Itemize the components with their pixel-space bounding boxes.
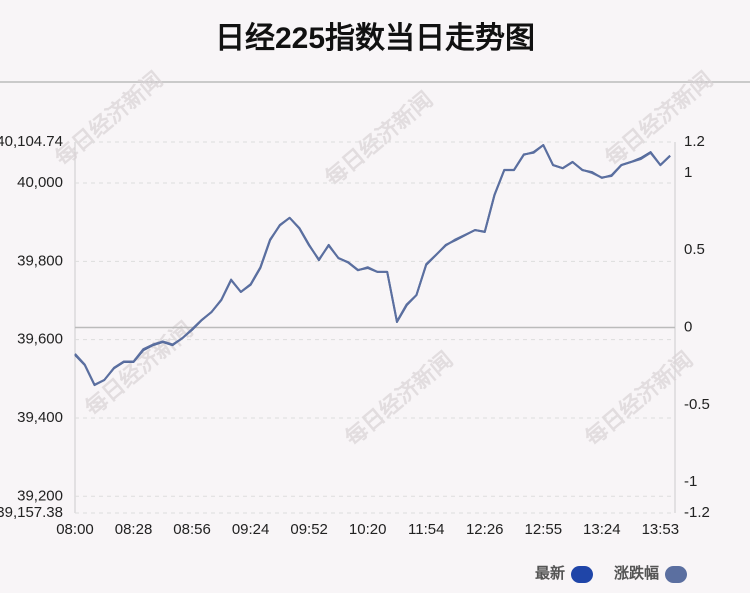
x-tick-label: 11:54	[408, 521, 444, 538]
y-tick-label: 39,800	[17, 252, 63, 269]
legend-label: 涨跌幅	[614, 564, 659, 582]
x-tick-label: 13:24	[583, 521, 621, 538]
y2-tick-label: -1	[684, 473, 697, 490]
x-tick-label: 09:52	[290, 521, 328, 538]
y-tick-label: 39,600	[17, 331, 63, 348]
watermark: 每日经济新闻	[340, 347, 457, 451]
x-tick-label: 08:00	[56, 521, 94, 538]
y2-tick-label: 1	[684, 164, 692, 181]
legend-swatch	[571, 566, 593, 583]
x-tick-label: 13:53	[642, 521, 680, 538]
x-tick-label: 10:20	[349, 521, 387, 538]
series-line	[74, 144, 671, 386]
y-tick-label: 39,200	[17, 487, 63, 504]
x-tick-label: 08:28	[115, 521, 153, 538]
y2-tick-label: -1.2	[684, 504, 710, 521]
watermark: 每日经济新闻	[320, 87, 437, 191]
x-tick-label: 12:55	[525, 521, 563, 538]
y2-tick-label: 1.2	[684, 133, 705, 150]
watermark: 每日经济新闻	[580, 347, 697, 451]
y2-tick-label: -0.5	[684, 396, 710, 413]
x-tick-label: 12:26	[466, 521, 504, 538]
x-tick-label: 09:24	[232, 521, 270, 538]
x-tick-label: 08:56	[173, 521, 211, 538]
y-tick-label: 39,157.38	[0, 504, 63, 521]
chart-title: 日经225指数当日走势图	[215, 21, 535, 55]
y2-tick-label: 0.5	[684, 241, 705, 258]
y-tick-label: 40,000	[17, 174, 63, 191]
y2-tick-label: 0	[684, 318, 692, 335]
legend-label: 最新	[535, 564, 565, 582]
y-tick-label: 39,400	[17, 409, 63, 426]
legend-swatch	[665, 566, 687, 583]
y-tick-label: 40,104.74	[0, 133, 63, 150]
watermark: 每日经济新闻	[80, 317, 197, 421]
